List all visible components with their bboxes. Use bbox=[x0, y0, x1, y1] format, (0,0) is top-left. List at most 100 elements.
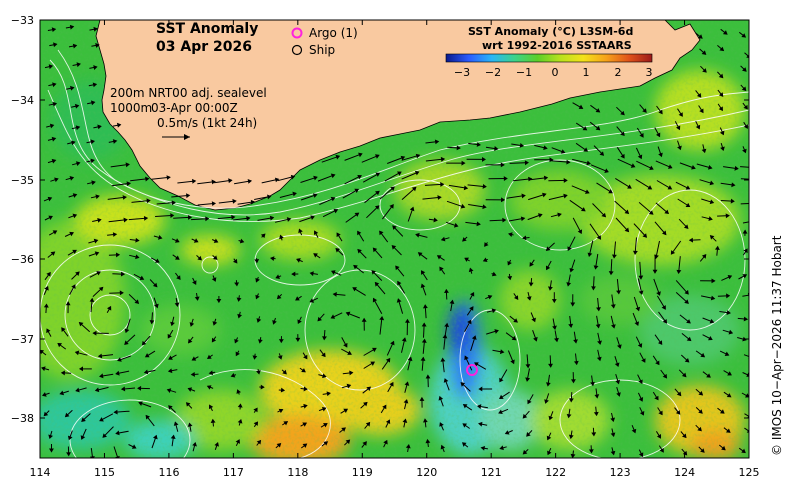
x-tick-label: 116 bbox=[159, 466, 180, 479]
current-vector-head bbox=[700, 448, 705, 453]
current-vector-head bbox=[542, 192, 547, 198]
current-vector-head bbox=[395, 265, 400, 271]
current-vector-head bbox=[588, 449, 594, 454]
current-vector-head bbox=[113, 409, 118, 415]
current-vector-head bbox=[718, 73, 724, 79]
current-vector-head bbox=[615, 379, 620, 385]
current-vector-head bbox=[701, 148, 707, 154]
current-vector-head bbox=[98, 286, 104, 292]
colorbar-tick: −3 bbox=[454, 66, 470, 79]
current-vector-head bbox=[714, 245, 720, 250]
current-vector-head bbox=[421, 338, 427, 343]
current-vector-head bbox=[187, 387, 193, 392]
current-vector bbox=[740, 178, 749, 180]
current-vector-head bbox=[78, 321, 84, 327]
current-vector-head bbox=[93, 238, 99, 244]
current-vector-head bbox=[330, 314, 336, 319]
current-vector-head bbox=[624, 209, 630, 215]
current-vector-head bbox=[211, 337, 217, 343]
contour-info-200m: 200m NRT00 adj. sealevel bbox=[110, 86, 267, 100]
current-vector-head bbox=[375, 190, 380, 196]
current-vector-head bbox=[464, 355, 469, 361]
current-vector-head bbox=[655, 360, 660, 366]
current-vector-head bbox=[568, 434, 574, 440]
current-vector-head bbox=[701, 254, 707, 259]
current-vector-head bbox=[748, 357, 749, 359]
current-vector-head bbox=[370, 361, 376, 366]
current-vector-head bbox=[438, 395, 444, 401]
current-vector-head bbox=[71, 284, 76, 289]
current-vector-head bbox=[65, 301, 71, 306]
current-vector-head bbox=[278, 339, 284, 344]
current-vector-head bbox=[667, 164, 673, 169]
current-vector-head bbox=[194, 296, 200, 301]
current-vector-head bbox=[74, 103, 80, 109]
current-vector-head bbox=[594, 394, 600, 399]
current-vector-head bbox=[210, 418, 216, 423]
current-vector-head bbox=[303, 386, 308, 392]
current-vector-head bbox=[213, 238, 219, 243]
current-vector-head bbox=[456, 145, 461, 151]
current-vector-head bbox=[499, 349, 505, 355]
current-vector bbox=[590, 164, 609, 173]
current-vector-head bbox=[374, 154, 380, 159]
x-tick-label: 124 bbox=[674, 466, 695, 479]
argo-float-marker[interactable] bbox=[466, 364, 478, 376]
current-vector-head bbox=[357, 248, 362, 254]
current-vector-head bbox=[208, 370, 214, 376]
current-vector-head bbox=[440, 357, 446, 362]
colorbar-title: SST Anomaly (°C) L3SM-6d bbox=[468, 25, 633, 38]
current-vector bbox=[744, 427, 749, 432]
current-vector-head bbox=[321, 406, 327, 412]
current-vector-head bbox=[583, 147, 589, 152]
current-vector-head bbox=[192, 280, 197, 285]
current-vector-head bbox=[444, 322, 449, 328]
current-vector-head bbox=[701, 50, 707, 55]
current-vector-head bbox=[149, 320, 155, 325]
colorbar-tick: −1 bbox=[516, 66, 532, 79]
current-vector-head bbox=[174, 255, 180, 260]
x-axis: 114 115 116 117 118 119 120 121 122 123 … bbox=[30, 466, 760, 479]
current-vector-head bbox=[433, 217, 438, 223]
current-vector-head bbox=[400, 155, 406, 161]
current-vector bbox=[387, 156, 405, 164]
current-vector-head bbox=[362, 441, 367, 446]
current-vector-head bbox=[94, 251, 100, 257]
current-vector-head bbox=[96, 271, 101, 276]
current-vector-head bbox=[187, 422, 193, 427]
current-vector-head bbox=[533, 336, 538, 342]
colorbar-tick: 1 bbox=[583, 66, 590, 79]
current-vector-head bbox=[52, 230, 58, 235]
current-vector-head bbox=[753, 178, 756, 181]
current-vector-head bbox=[560, 149, 566, 154]
current-vector-head bbox=[684, 289, 689, 295]
current-vector-head bbox=[482, 204, 487, 210]
current-vector-head bbox=[290, 174, 296, 180]
current-vector-head bbox=[326, 391, 331, 397]
current-vector-head bbox=[174, 302, 180, 307]
current-vector bbox=[509, 162, 529, 164]
current-vector-head bbox=[93, 26, 98, 32]
current-vector-head bbox=[51, 136, 57, 142]
current-vector-head bbox=[649, 165, 654, 170]
current-vector-head bbox=[521, 193, 526, 199]
current-vector-head bbox=[349, 370, 354, 376]
current-vector-head bbox=[170, 321, 175, 327]
current-vector-head bbox=[292, 191, 297, 197]
current-vector-head bbox=[719, 409, 725, 414]
current-vector-head bbox=[67, 435, 73, 441]
current-vector-head bbox=[478, 386, 483, 392]
current-vector-head bbox=[593, 265, 599, 270]
current-vector-head bbox=[297, 319, 302, 325]
current-vector-head bbox=[313, 253, 318, 258]
current-vector-head bbox=[482, 183, 487, 189]
map-date: 03 Apr 2026 bbox=[156, 39, 252, 55]
current-vector-head bbox=[525, 377, 531, 382]
current-vector-head bbox=[504, 430, 510, 435]
current-vector-head bbox=[270, 256, 275, 261]
current-vector-head bbox=[566, 282, 572, 287]
current-vector-head bbox=[734, 165, 739, 171]
current-vector-head bbox=[352, 287, 357, 292]
current-vector-head bbox=[586, 160, 591, 166]
current-vector-head bbox=[303, 403, 308, 409]
